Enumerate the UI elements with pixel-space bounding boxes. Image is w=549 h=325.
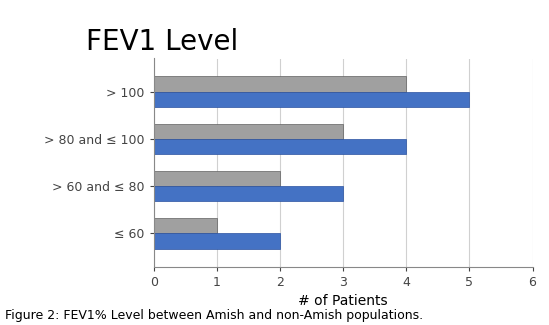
Bar — [154, 233, 280, 249]
Bar — [154, 124, 343, 139]
Text: FEV1 Level: FEV1 Level — [86, 28, 238, 56]
X-axis label: # of Patients: # of Patients — [298, 294, 388, 308]
Bar — [154, 139, 406, 154]
Bar — [154, 76, 406, 92]
Text: Figure 2: FEV1% Level between Amish and non-Amish populations.: Figure 2: FEV1% Level between Amish and … — [5, 309, 424, 322]
Bar — [154, 92, 469, 107]
Bar — [154, 186, 343, 201]
Bar — [154, 171, 280, 186]
Bar — [154, 218, 217, 233]
